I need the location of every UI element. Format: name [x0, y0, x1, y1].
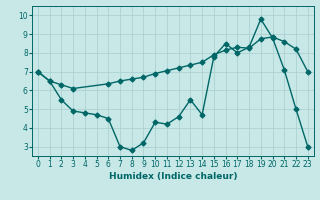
- X-axis label: Humidex (Indice chaleur): Humidex (Indice chaleur): [108, 172, 237, 181]
